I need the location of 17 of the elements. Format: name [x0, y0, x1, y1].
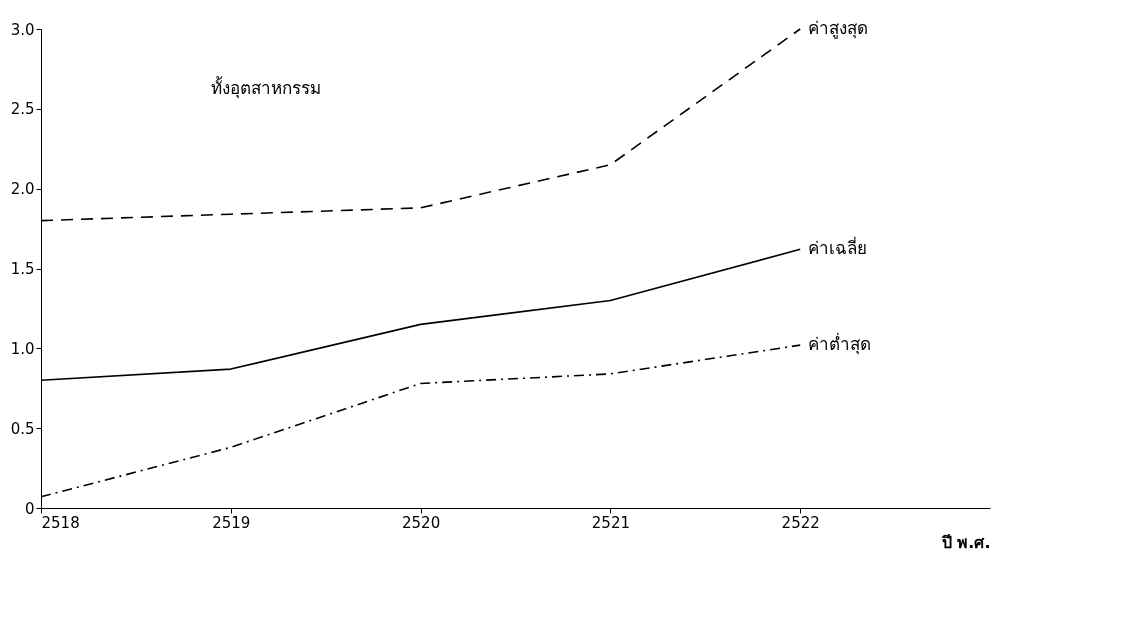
x-axis-title: ปี พ.ศ. [940, 532, 991, 552]
series-label: ค่าต่ำสุด [808, 332, 872, 356]
y-tick-label: 0.5 [10, 419, 35, 438]
x-tick-label: 2519 [212, 513, 251, 532]
x-tick-label: 2518 [41, 513, 80, 532]
x-tick-label: 2520 [402, 513, 441, 532]
series-label: ค่าเฉลี่ย [808, 236, 868, 259]
y-tick-label: 0 [24, 499, 35, 518]
annotation: ทั้งอุตสาหกรรม [211, 76, 321, 99]
y-tick-label: 2.0 [10, 180, 35, 199]
y-tick-label: 1.0 [10, 339, 35, 358]
y-tick-label: 1.5 [10, 260, 35, 278]
x-tick-label: 2521 [591, 513, 630, 532]
x-tick-label: 2522 [781, 513, 820, 532]
y-tick-label: 3.0 [10, 20, 35, 39]
y-tick-label: 2.5 [10, 100, 35, 119]
series-label: ค่าสูงสุด [808, 18, 869, 39]
